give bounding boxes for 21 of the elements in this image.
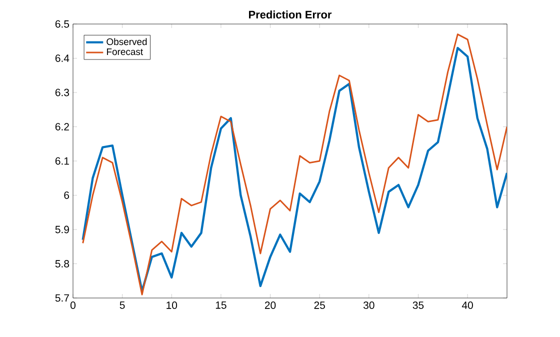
x-tick-label: 30 [363,302,374,309]
y-tick-label: 5.7 [55,294,69,302]
x-tick-label: 10 [166,302,178,309]
x-tick-label: 20 [264,302,276,309]
y-tick-label: 6.4 [55,54,70,62]
y-tick-label: 5.8 [55,260,70,268]
x-tick-label: 40 [462,302,473,309]
y-tick-label: 6.3 [55,88,70,96]
y-tick-label: 6.2 [55,123,69,130]
legend-label: Observed [106,38,147,46]
y-tick-label: 6.1 [55,157,69,165]
x-tick-label: 25 [314,302,325,309]
legend-label: Forecast [107,48,143,56]
x-tick-label: 35 [412,302,424,309]
x-tick-label: 5 [120,302,125,309]
y-tick-label: 6.5 [55,20,70,28]
y-tick-label: 5.9 [55,226,69,234]
x-tick-label: 0 [70,302,76,309]
x-tick-label: 15 [216,302,226,309]
chart-title: Prediction Error [249,10,332,19]
y-tick-label: 6 [64,192,70,199]
